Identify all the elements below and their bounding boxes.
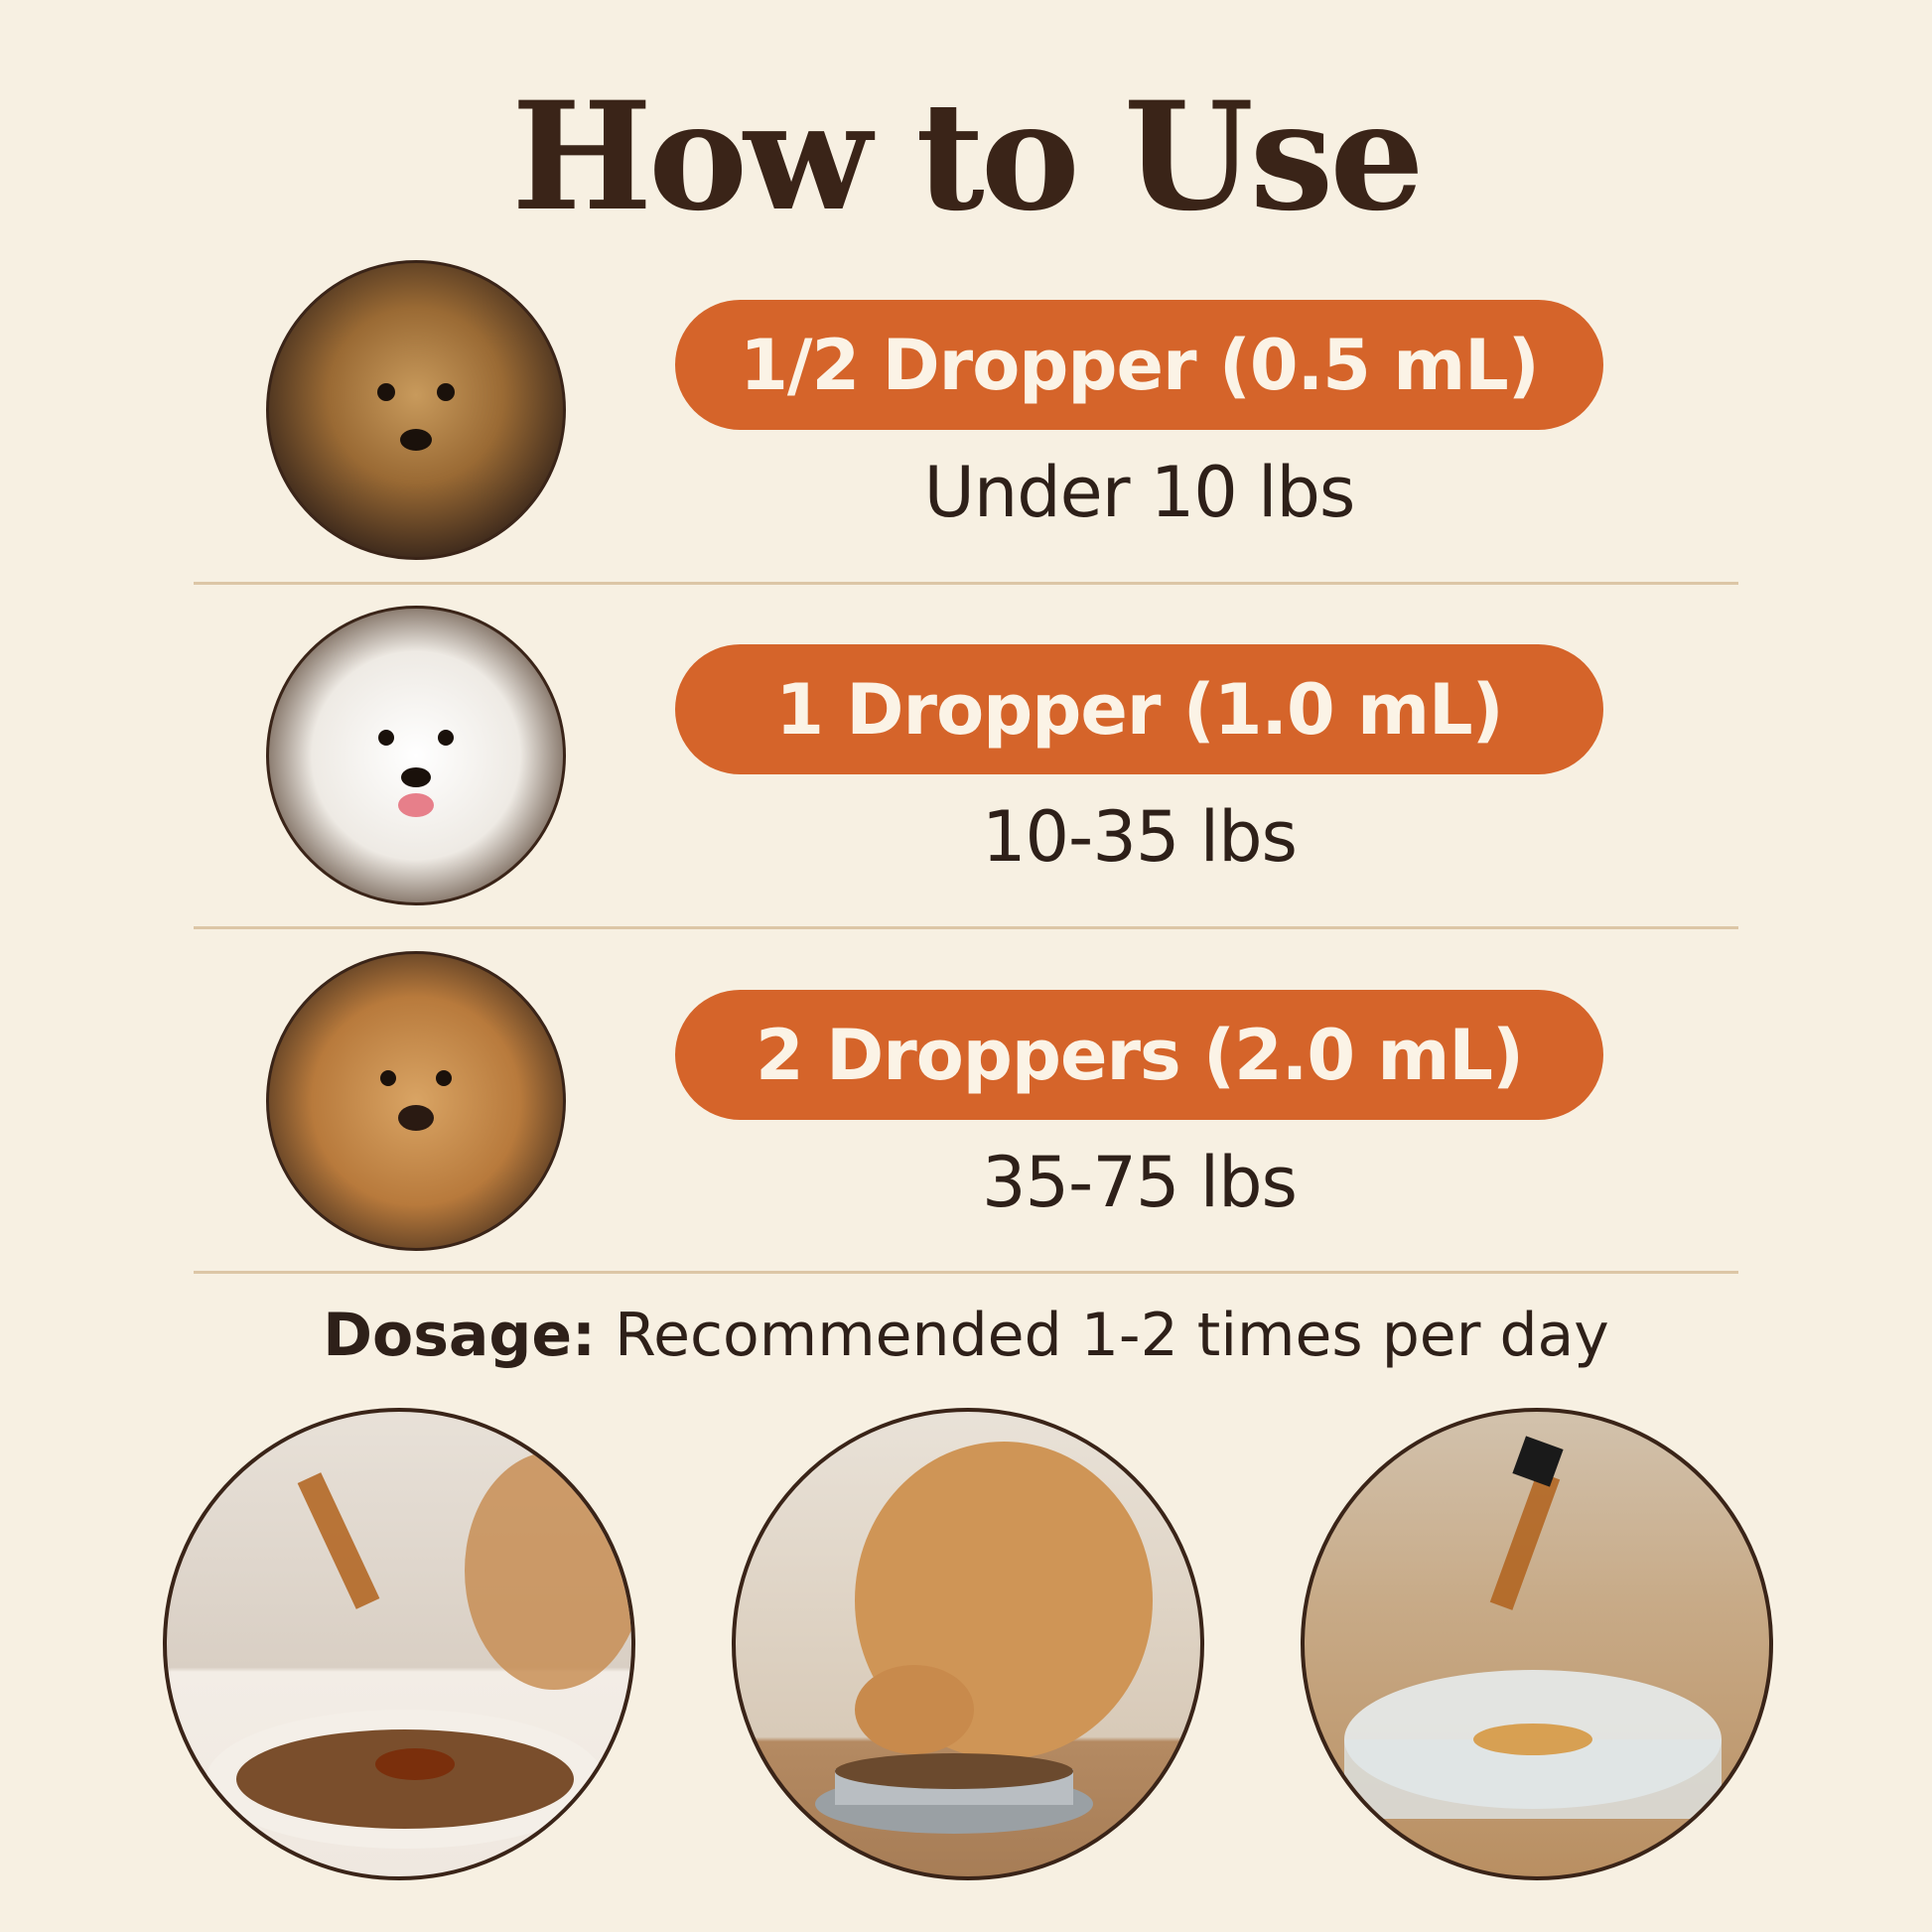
yorkshire-terrier-photo [266, 260, 566, 560]
dog-bowl-illustration [815, 1442, 1153, 1834]
dosage-text: Recommended 1-2 times per day [615, 1301, 1609, 1370]
weight-label-3: 35-75 lbs [981, 1142, 1298, 1223]
weight-label-2: 10-35 lbs [981, 796, 1298, 878]
dose-pill-2: 1 Dropper (1.0 mL) [675, 644, 1603, 774]
dropper-water-illustration [1344, 1436, 1722, 1819]
dropper-over-kibble-photo [163, 1408, 635, 1880]
dog-eating-from-bowl-photo [732, 1408, 1204, 1880]
dog-face-icon [377, 383, 455, 451]
weight-label-1: Under 10 lbs [923, 452, 1356, 533]
dosage-note: Dosage: Recommended 1-2 times per day [0, 1301, 1932, 1370]
divider [194, 926, 1738, 929]
dose-pill-3: 2 Droppers (2.0 mL) [675, 990, 1603, 1120]
dropper-into-water-photo [1301, 1408, 1773, 1880]
dropper-kibble-illustration [207, 1451, 631, 1849]
page-title: How to Use [511, 69, 1424, 244]
golden-retriever-photo [266, 951, 566, 1251]
dog-face-icon [378, 730, 454, 817]
dosage-label: Dosage: [323, 1301, 597, 1370]
dog-face-icon [380, 1070, 452, 1131]
dose-pill-1: 1/2 Dropper (0.5 mL) [675, 300, 1603, 430]
samoyed-photo [266, 606, 566, 905]
divider [194, 582, 1738, 585]
divider [194, 1271, 1738, 1274]
